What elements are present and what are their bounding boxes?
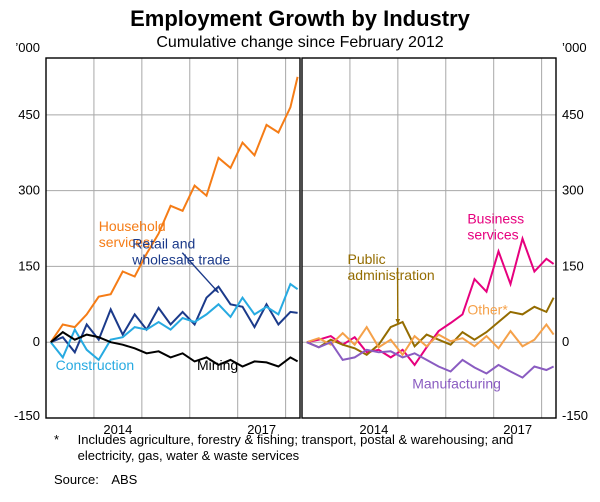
series-label-business-services: Businessservices: [467, 210, 524, 242]
ytick-right: 0: [562, 334, 569, 349]
footnote: * Includes agriculture, forestry & fishi…: [54, 432, 554, 465]
source-label: Source:: [54, 472, 99, 487]
ytick-left: -150: [14, 408, 40, 423]
source: Source: ABS: [54, 472, 137, 487]
source-value: ABS: [111, 472, 137, 487]
series-label-other: Other*: [467, 301, 508, 317]
employment-growth-chart: Employment Growth by Industry Cumulative…: [0, 0, 600, 502]
ytick-right: 150: [562, 258, 584, 273]
plot-svg: HouseholdservicesRetail andwholesale tra…: [46, 58, 556, 418]
ytick-left: 450: [18, 107, 40, 122]
ytick-right: -150: [562, 408, 588, 423]
plot-area: HouseholdservicesRetail andwholesale tra…: [46, 58, 556, 418]
series-label-manufacturing: Manufacturing: [412, 376, 501, 392]
unit-right: ’000: [562, 40, 587, 55]
ytick-right: 300: [562, 183, 584, 198]
ytick-right: 450: [562, 107, 584, 122]
footnote-text: Includes agriculture, forestry & fishing…: [78, 432, 548, 465]
series-label-construction: Construction: [56, 357, 135, 373]
ytick-left: 300: [18, 183, 40, 198]
unit-left: ’000: [15, 40, 40, 55]
chart-subtitle: Cumulative change since February 2012: [0, 34, 600, 52]
chart-title: Employment Growth by Industry: [0, 0, 600, 32]
ytick-left: 0: [33, 334, 40, 349]
footnote-marker: *: [54, 432, 74, 448]
series-label-mining: Mining: [197, 357, 238, 373]
ytick-left: 150: [18, 258, 40, 273]
